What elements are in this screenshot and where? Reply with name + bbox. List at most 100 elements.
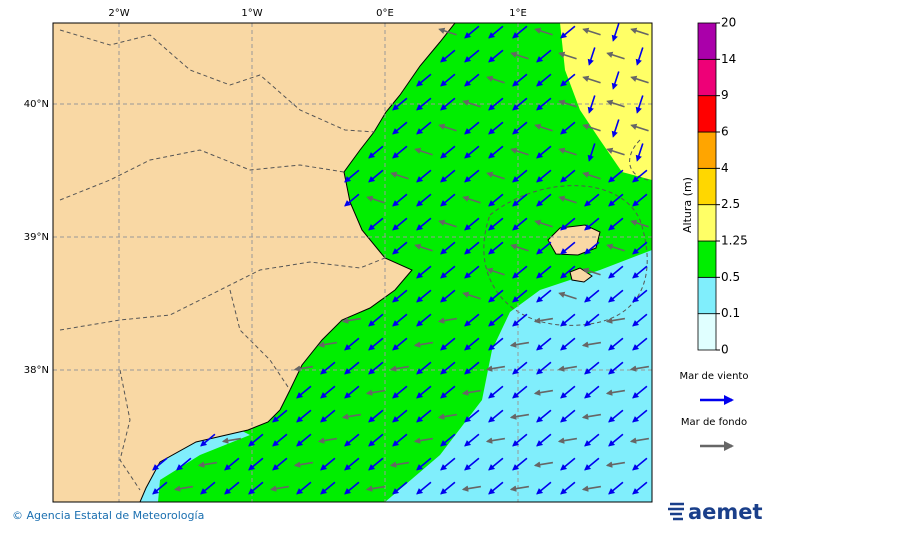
arrow: [536, 49, 552, 63]
arrow: [560, 265, 576, 279]
colorbar-band: [697, 276, 717, 315]
arrow: [416, 361, 432, 375]
arrow: [464, 73, 480, 87]
arrow: [392, 145, 408, 159]
arrow: [416, 193, 432, 207]
arrow: [464, 313, 480, 327]
arrow: [416, 121, 432, 135]
border: [119, 369, 141, 491]
arrow: [368, 313, 384, 327]
arrow: [173, 485, 194, 492]
arrow: [392, 385, 408, 399]
arrow: [437, 413, 458, 420]
legend-arrowhead: [724, 395, 734, 405]
arrow: [560, 25, 576, 39]
arrow: [440, 169, 456, 183]
arrow: [464, 169, 480, 183]
colorbar-label: 9: [721, 88, 729, 102]
arrow: [464, 145, 480, 159]
arrow: [269, 485, 290, 492]
arrow: [344, 337, 360, 351]
arrow: [392, 121, 408, 135]
arrow: [536, 97, 552, 111]
arrow: [416, 409, 432, 423]
arrow: [582, 27, 601, 36]
arrow: [584, 313, 600, 327]
arrow: [462, 195, 481, 204]
arrow: [464, 265, 480, 279]
arrow: [486, 75, 505, 84]
arrow: [635, 47, 644, 66]
arrow: [584, 385, 600, 399]
border: [59, 257, 386, 331]
arrow: [584, 433, 600, 447]
arrow: [440, 193, 456, 207]
arrow: [536, 169, 552, 183]
arrow: [536, 265, 552, 279]
arrow: [488, 97, 504, 111]
arrow: [272, 457, 288, 471]
logo: aemet: [668, 500, 763, 524]
arrow: [296, 481, 312, 495]
lon-label: 1°W: [241, 8, 262, 19]
arrow: [587, 47, 596, 66]
colorbar-band: [697, 240, 717, 278]
arrow: [488, 241, 504, 255]
arrow: [464, 241, 480, 255]
arrow: [632, 409, 648, 423]
arrow: [606, 51, 625, 60]
arrow: [437, 317, 458, 324]
arrow: [611, 119, 620, 138]
arrow: [464, 49, 480, 63]
arrow: [608, 337, 624, 351]
arrow: [414, 243, 433, 252]
arrow: [632, 265, 648, 279]
legend-arrowhead: [724, 441, 734, 451]
arrow: [248, 481, 264, 495]
arrow: [512, 433, 528, 447]
lat-label: 39°N: [24, 232, 49, 243]
arrow: [488, 289, 504, 303]
arrow: [560, 385, 576, 399]
arrow: [485, 365, 506, 372]
arrow: [440, 97, 456, 111]
arrow: [581, 341, 602, 348]
arrow: [584, 289, 600, 303]
arrow: [344, 169, 360, 183]
arrow: [560, 409, 576, 423]
arrow: [533, 317, 554, 324]
arrow: [608, 289, 624, 303]
arrow: [416, 313, 432, 327]
arrow: [558, 291, 577, 300]
arrow: [344, 433, 360, 447]
arrow: [536, 241, 552, 255]
arrow: [200, 481, 216, 495]
arrow: [392, 241, 408, 255]
arrow: [582, 123, 601, 132]
arrow: [272, 433, 288, 447]
arrow: [582, 75, 601, 84]
arrow: [248, 433, 264, 447]
arrow: [632, 337, 648, 351]
arrow: [438, 27, 457, 36]
arrow: [368, 169, 384, 183]
arrow: [392, 97, 408, 111]
arrow: [608, 409, 624, 423]
arrow: [296, 409, 312, 423]
arrow: [488, 121, 504, 135]
arrow: [464, 337, 480, 351]
arrow: [560, 457, 576, 471]
arrow: [632, 457, 648, 471]
arrow: [632, 193, 648, 207]
arrow: [560, 313, 576, 327]
arrow: [608, 481, 624, 495]
arrow: [488, 217, 504, 231]
colorbar-title: Altura (m): [681, 177, 694, 233]
colorbar-band: [697, 58, 717, 97]
arrow: [512, 457, 528, 471]
lat-label: 40°N: [24, 99, 49, 110]
arrow: [366, 195, 385, 204]
arrow: [605, 389, 626, 396]
arrow: [608, 265, 624, 279]
